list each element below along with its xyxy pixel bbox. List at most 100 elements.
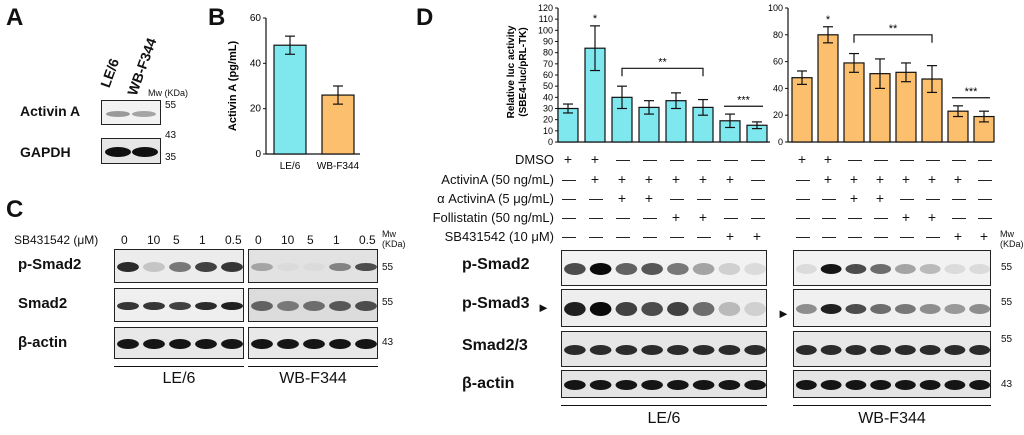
treatment-sign: — [848, 228, 862, 244]
blot-band [329, 263, 351, 271]
treatment-sign: — [616, 228, 630, 244]
panel-c-letter: C [6, 196, 24, 223]
blot-band [845, 264, 867, 274]
blot-band [564, 345, 586, 355]
blot-band [692, 263, 715, 275]
blot-band [919, 264, 941, 274]
blot-band [355, 339, 377, 349]
blot-band [589, 302, 612, 316]
treatment-sign: — [874, 151, 888, 167]
dose-label: 1 [199, 233, 206, 247]
blot-band [589, 345, 612, 355]
panel-a-lane-label: LE/6 [97, 56, 123, 90]
mw-marker: 55 [382, 297, 394, 308]
panel-b-chart: 0 20 40 60 LE/6 WB-F344 Activin A (pg/mL) [227, 13, 360, 172]
treatment-sign: + [979, 228, 989, 244]
dose-label: 5 [173, 233, 180, 247]
blot-band [667, 345, 689, 355]
blot-band [845, 304, 867, 314]
treatment-sign: + [901, 209, 911, 225]
blot-band [117, 302, 139, 310]
blot-gapdh [101, 138, 161, 164]
treatment-sign: — [751, 190, 765, 206]
blot-c-psmad2-le6 [114, 249, 244, 283]
panel-c-row-label: β-actin [18, 334, 68, 351]
treatment-sign: — [562, 209, 576, 225]
blot-band [718, 380, 741, 390]
blot-band [718, 345, 741, 355]
y-tick-label: 20 [543, 115, 553, 125]
treatment-sign: — [978, 171, 992, 187]
y-axis-label: Relative luc activity [506, 25, 517, 118]
blot-band [117, 339, 139, 349]
treatment-sign: — [751, 209, 765, 225]
y-tick-label: 70 [543, 59, 553, 69]
treatment-sign: — [796, 171, 810, 187]
y-tick-label: 60 [773, 57, 783, 67]
bar [895, 71, 917, 143]
x-tick-label: LE/6 [280, 161, 301, 172]
blot-band [795, 304, 817, 314]
blot-band [641, 380, 663, 390]
bar [817, 34, 839, 143]
treatment-sign: — [616, 151, 630, 167]
significance-star: * [826, 14, 831, 26]
blot-band [744, 380, 766, 390]
blot-band [251, 301, 273, 311]
panel-c-row-label: Smad2 [18, 295, 68, 312]
mw-marker: 55 [382, 262, 394, 273]
treatment-sign: + [617, 190, 627, 206]
treatment-sign: — [848, 151, 862, 167]
blot-band [870, 380, 892, 390]
treatment-sign: — [926, 151, 940, 167]
panel-d-row-label: Smad2/3 [462, 337, 528, 354]
y-tick-label: 20 [250, 104, 262, 115]
blot-band [667, 302, 689, 316]
blot-c-smad2-le6 [114, 288, 244, 322]
treatment-sign: + [823, 171, 833, 187]
panel-a-mw-header: Mw (KDa) [148, 88, 188, 98]
treatment-sign: — [751, 151, 765, 167]
group-underline [793, 405, 991, 406]
treatment-sign: — [796, 228, 810, 244]
treatment-sign: + [590, 151, 600, 167]
blot-band [894, 345, 916, 355]
dose-label: 0.5 [359, 233, 376, 247]
blot-band [944, 264, 966, 274]
y-tick-label: 90 [543, 37, 553, 47]
blot-band [117, 262, 139, 272]
y-tick-label: 60 [543, 70, 553, 80]
y-tick-label: 40 [543, 92, 553, 102]
treatment-sign: + [752, 228, 762, 244]
blot-band [169, 262, 191, 272]
treatment-sign: — [796, 190, 810, 206]
blot-band [919, 380, 941, 390]
treatment-sign: — [589, 228, 603, 244]
blot-activin-a [101, 100, 161, 125]
blot-band [692, 302, 715, 316]
dose-label: 5 [307, 233, 314, 247]
mw-marker: 43 [382, 337, 394, 348]
mw-marker: 43 [165, 130, 177, 141]
treatment-sign: — [724, 209, 738, 225]
treatment-sign: — [796, 209, 810, 225]
panel-a-letter: A [6, 4, 24, 31]
treatment-sign: + [725, 171, 735, 187]
blot-band [744, 345, 766, 355]
blot-band [195, 339, 217, 349]
treatment-sign: — [751, 171, 765, 187]
blot-d-smad23-wb [793, 331, 991, 367]
blot-band [795, 380, 817, 390]
y-tick-label: 0 [778, 137, 783, 147]
treatment-sign: — [589, 209, 603, 225]
blot-band [692, 345, 715, 355]
y-tick-label: 120 [538, 3, 553, 13]
blot-band [718, 263, 741, 275]
blot-d-actin-le6 [561, 370, 767, 398]
treatment-sign: — [643, 209, 657, 225]
blot-band [845, 345, 867, 355]
panel-c-group-label: WB-F344 [279, 370, 347, 387]
blot-c-psmad2-wb [248, 249, 378, 283]
blot-band [919, 304, 941, 314]
